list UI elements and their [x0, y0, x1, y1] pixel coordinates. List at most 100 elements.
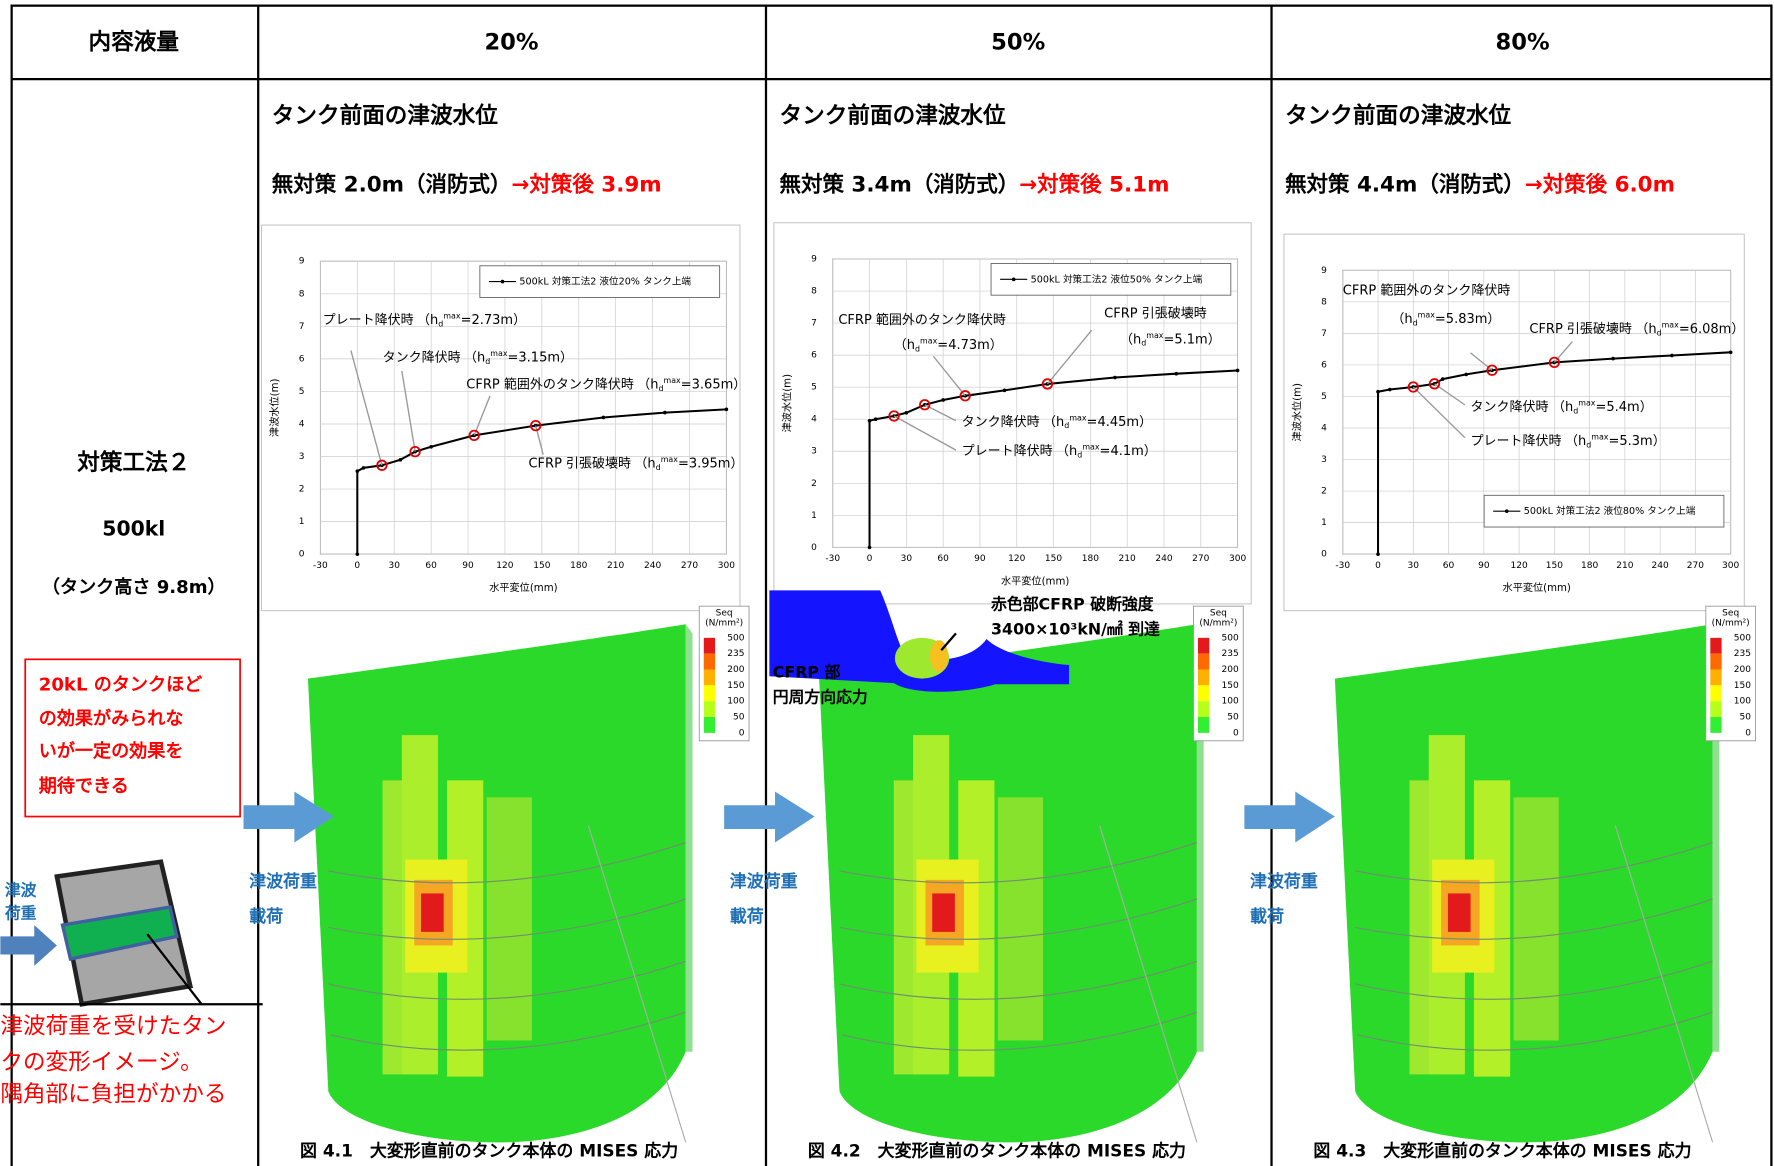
annotation-value: =4.73m） [937, 337, 1003, 352]
annotation-sup: max [1146, 330, 1164, 339]
y-tick-label: 7 [1321, 329, 1327, 339]
load-label: 津波荷重 [730, 871, 798, 891]
y-tick-label: 4 [811, 415, 817, 425]
data-point [601, 415, 606, 420]
colorbar-swatch [703, 669, 716, 686]
annotation-marker [1548, 356, 1561, 369]
x-tick-label: 300 [718, 561, 735, 571]
water-level: 無対策 3.4m（消防式）→対策後 5.1m [780, 171, 1170, 197]
y-axis-title: 津波水位(m) [1291, 383, 1304, 441]
colorbar-tick-label: 500 [727, 633, 744, 643]
annotation-value: =4.45m） [1087, 414, 1153, 429]
header-label: 内容液量 [89, 28, 180, 55]
annotation: タンク降伏時 （hdmax=5.4m） [1471, 398, 1653, 415]
annotation-marker [409, 445, 421, 458]
water-level-after: →対策後 5.1m [1019, 171, 1169, 197]
annotation-sub: d [1064, 421, 1069, 430]
note-line: の効果がみられな [39, 707, 184, 729]
section-heading: タンク前面の津波水位 [272, 102, 498, 129]
x-tick-label: 240 [644, 561, 661, 571]
annotation-value: =5.83m） [1435, 311, 1501, 326]
y-tick-label: 5 [1321, 392, 1327, 402]
x-tick-label: 240 [1652, 561, 1669, 571]
x-axis-title: 水平変位(mm) [1503, 581, 1571, 594]
annotation: タンク降伏時 （hdmax=4.45m） [962, 413, 1152, 430]
annotation-marker [1041, 378, 1054, 390]
colorbar-swatch [1198, 685, 1210, 702]
annotation-value: =5.1m） [1163, 332, 1220, 347]
x-tick-label: 270 [681, 561, 698, 571]
annotation-sub: d [1077, 450, 1082, 459]
deformed-tank-sketch [0, 859, 263, 1007]
load-label: 載荷 [1250, 906, 1284, 926]
colorbar-swatch [1710, 653, 1722, 670]
fea-tank [307, 623, 694, 1143]
x-tick-label: 120 [496, 561, 513, 571]
legend-marker [1011, 277, 1016, 282]
annotation-var: （h [637, 377, 658, 392]
inset-label: CFRP 部 [773, 662, 841, 681]
colorbar-tick-label: 500 [1221, 633, 1238, 643]
load-arrow [243, 791, 334, 843]
data-point [941, 398, 945, 402]
colorbar-swatch [703, 637, 716, 654]
annotation-var: （h [1552, 400, 1573, 415]
annotation-marker [530, 419, 542, 432]
colorbar-title: Seq [1722, 608, 1739, 618]
data-point [724, 407, 729, 412]
annotation-marker [376, 459, 388, 471]
load-label: 津波荷重 [1250, 871, 1318, 891]
y-tick-label: 3 [811, 447, 817, 457]
cfrp-inset [769, 590, 1070, 692]
x-tick-label: -30 [825, 554, 840, 564]
load-label: 荷重 [5, 903, 37, 922]
y-tick-label: 9 [811, 254, 817, 264]
annotation-var: （h [1391, 311, 1412, 326]
x-axis-title: 水平変位(mm) [489, 581, 557, 594]
x-tick-label: 90 [974, 554, 986, 564]
colorbar-tick-label: 50 [1740, 713, 1752, 723]
data-point [1376, 552, 1380, 556]
figure-caption: 図 4.3 大変形直前のタンク本体の MISES 応力 [1313, 1140, 1691, 1160]
colorbar-tick-label: 50 [733, 713, 745, 723]
colorbar-tick-label: 200 [1734, 665, 1751, 675]
x-tick-label: 60 [937, 554, 949, 564]
sketch-caption: 隅角部に負担がかかる [0, 1081, 226, 1107]
annotation-var: （h [1043, 414, 1064, 429]
annotation: CFRP 範囲外のタンク降伏時 （hdmax=3.65m） [466, 375, 746, 392]
leader-line [1434, 383, 1466, 406]
colorbar-tick-label: 0 [739, 728, 745, 738]
y-tick-label: 9 [299, 257, 305, 267]
y-tick-label: 4 [299, 419, 305, 429]
capacity: 500kl [102, 516, 165, 540]
data-point [873, 417, 878, 422]
colorbar-swatch [1710, 717, 1722, 733]
annotation-var: （h [1565, 434, 1586, 449]
sketch-caption: 津波荷重を受けたタン [0, 1013, 226, 1039]
data-point [1440, 377, 1445, 381]
x-tick-label: 120 [1510, 561, 1527, 571]
water-level-before: 無対策 2.0m（消防式） [272, 171, 512, 197]
colorbar-tick-label: 0 [1745, 728, 1751, 738]
data-point [361, 466, 366, 470]
data-point [1611, 356, 1615, 361]
colorbar-tick-label: 200 [727, 665, 744, 675]
y-tick-label: 8 [299, 289, 305, 299]
x-tick-label: 60 [1443, 561, 1455, 571]
annotation-sup: max [1069, 413, 1087, 422]
data-point [1387, 387, 1392, 392]
annotation-name: タンク降伏時 [1471, 400, 1549, 415]
colorbar-swatch [1198, 637, 1210, 654]
annotation-marker [919, 399, 931, 411]
y-tick-label: 1 [1321, 518, 1327, 528]
x-tick-label: 150 [1546, 561, 1563, 571]
annotation-name: CFRP 範囲外のタンク降伏時 [466, 377, 634, 392]
x-tick-label: 0 [867, 554, 873, 564]
header-level: 20% [484, 29, 538, 55]
annotation-name: CFRP 範囲外のタンク降伏時 [838, 313, 1006, 328]
legend-marker [500, 279, 505, 284]
legend-label: 500kL 対策工法2 液位50% タンク上端 [1031, 273, 1203, 285]
colorbar-tick-label: 100 [727, 697, 744, 707]
annotation-name: プレート降伏時 [962, 444, 1053, 459]
leader-line [473, 395, 491, 436]
